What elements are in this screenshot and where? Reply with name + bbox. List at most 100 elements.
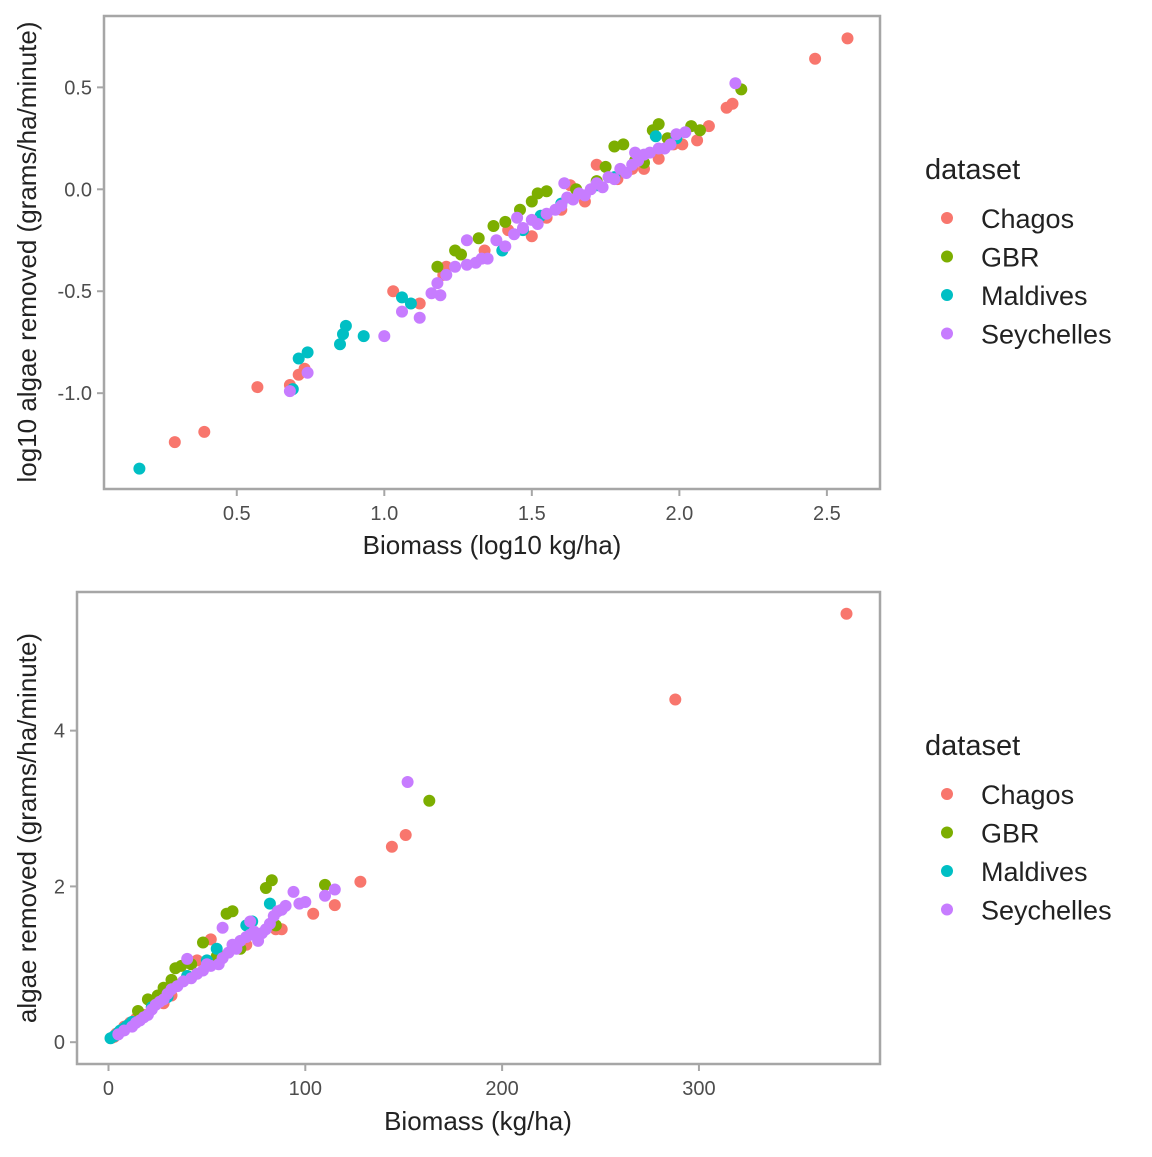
point-seychelles-44	[216, 921, 229, 934]
legend-key-maldives	[941, 289, 953, 301]
point-chagos-20	[385, 840, 398, 853]
x-tick-label: 0	[103, 1078, 114, 1100]
chart-1-x-axis: 0.5 1.0 1.5 2.0 2.5	[223, 489, 841, 525]
point-chagos-21	[652, 152, 665, 165]
chart-2-legend-title: dataset	[925, 730, 1020, 762]
legend-key-chagos	[941, 788, 953, 800]
point-chagos-27	[726, 97, 739, 110]
legend-label-seychelles: Seychelles	[981, 320, 1112, 350]
point-chagos-7	[413, 297, 426, 310]
point-seychelles-16	[499, 240, 512, 253]
point-seychelles-2	[378, 330, 391, 343]
point-maldives-0	[133, 462, 146, 475]
point-chagos-0	[168, 436, 181, 449]
point-gbr-14	[617, 138, 630, 151]
chart-1-points	[133, 32, 854, 475]
point-maldives-15	[263, 897, 276, 910]
legend-label-maldives: Maldives	[981, 857, 1088, 887]
point-chagos-24	[691, 134, 704, 147]
chart-2-x-axis: 0 100 200 300	[103, 1064, 716, 1100]
point-seychelles-15	[181, 952, 194, 965]
chart-1: 0.5 1.0 1.5 2.0 2.5 -1.0 -0.5 0.0 0.5 Biomass (…	[12, 14, 1112, 560]
point-chagos-6	[387, 285, 400, 298]
point-maldives-7	[357, 330, 370, 343]
legend-label-chagos: Chagos	[981, 780, 1074, 810]
y-tick-label: 0	[54, 1032, 65, 1054]
legend-key-gbr	[941, 250, 953, 263]
point-seychelles-9	[449, 260, 462, 273]
point-gbr-17	[423, 794, 436, 807]
point-gbr-9	[540, 185, 553, 198]
point-gbr-5	[499, 215, 512, 228]
x-tick-label: 300	[682, 1078, 715, 1100]
point-gbr-16	[319, 878, 331, 891]
chart-2-x-axis-title: Biomass (kg/ha)	[384, 1106, 572, 1136]
point-maldives-8	[396, 291, 408, 304]
x-tick-label: 2.5	[813, 503, 841, 525]
point-seychelles-45	[679, 126, 692, 139]
x-tick-label: 2.0	[665, 503, 693, 525]
chart-2-y-axis-title: algae removed (grams/ha/minute)	[12, 633, 42, 1023]
point-chagos-17	[307, 907, 320, 920]
legend-key-maldives	[941, 865, 953, 877]
point-seychelles-17	[508, 228, 521, 241]
point-gbr-2	[455, 248, 467, 261]
y-tick-label: -0.5	[58, 281, 92, 303]
legend-label-chagos: Chagos	[981, 204, 1074, 234]
x-tick-label: 0.5	[223, 503, 251, 525]
legend-key-chagos	[941, 212, 953, 224]
point-gbr-21	[694, 124, 706, 137]
point-seychelles-41	[319, 889, 331, 902]
chart-2: 0 100 200 300 0 2 4 Biomass (kg/ha) algae rem…	[12, 590, 1112, 1136]
legend-label-gbr: GBR	[981, 243, 1040, 273]
point-seychelles-14	[460, 234, 473, 247]
point-seychelles-45	[244, 915, 257, 928]
point-seychelles-21	[531, 218, 544, 230]
point-seychelles-1	[301, 366, 314, 379]
point-seychelles-3	[396, 305, 408, 318]
point-gbr-11	[226, 905, 239, 918]
point-seychelles-15	[490, 234, 503, 247]
chart-1-y-axis: -1.0 -0.5 0.0 0.5	[58, 77, 104, 405]
chart-1-x-axis-title: Biomass (log10 kg/ha)	[363, 530, 622, 560]
point-seychelles-13	[481, 252, 494, 265]
legend-key-seychelles	[941, 903, 953, 916]
point-seychelles-34	[608, 173, 621, 186]
point-seychelles-19	[517, 222, 529, 234]
y-tick-label: 0.5	[64, 77, 92, 99]
x-tick-label: 200	[485, 1078, 518, 1100]
point-seychelles-32	[596, 181, 609, 194]
point-maldives-16	[649, 130, 662, 143]
chart-1-panel-border	[102, 14, 882, 491]
chart-2-y-axis: 0 2 4	[54, 721, 77, 1054]
y-tick-label: 2	[54, 876, 65, 898]
x-tick-label: 1.0	[370, 503, 398, 525]
point-gbr-4	[487, 220, 500, 232]
point-seychelles-40	[299, 896, 312, 908]
point-chagos-22	[669, 693, 682, 706]
point-seychelles-4	[413, 311, 426, 324]
point-chagos-1	[198, 425, 211, 438]
point-chagos-18	[328, 899, 341, 912]
point-maldives-4	[334, 338, 346, 351]
point-seychelles-42	[328, 883, 341, 896]
point-chagos-19	[354, 875, 367, 888]
legend-label-seychelles: Seychelles	[981, 896, 1112, 926]
point-seychelles-27	[558, 177, 571, 190]
x-tick-label: 100	[289, 1078, 322, 1100]
point-seychelles-0	[283, 385, 296, 398]
point-seychelles-7	[431, 277, 444, 290]
y-tick-label: 0.0	[64, 179, 92, 201]
legend-key-gbr	[941, 826, 953, 839]
point-gbr-3	[472, 232, 485, 245]
chart-2-points	[104, 607, 853, 1045]
y-tick-label: 4	[54, 721, 65, 743]
chart-2-panel-border	[75, 590, 882, 1066]
point-maldives-6	[339, 319, 352, 332]
chart-2-legend: dataset Chagos GBR Maldives Seychelles	[925, 730, 1112, 926]
point-seychelles-8	[440, 268, 453, 281]
point-chagos-25	[702, 120, 715, 133]
point-gbr-12	[599, 160, 612, 173]
